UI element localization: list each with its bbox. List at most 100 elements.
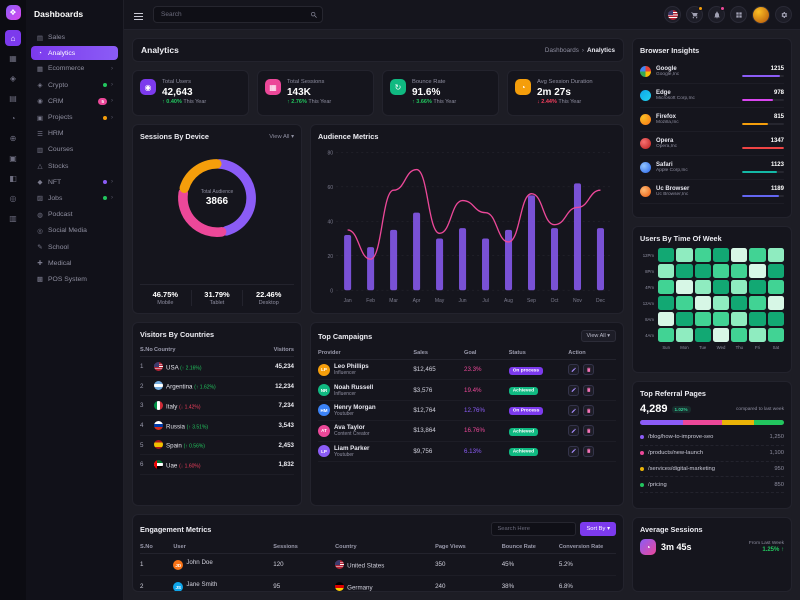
campaign-goal: 19.4% [464, 386, 482, 394]
sort-by-button[interactable]: Sort By ▾ [580, 522, 616, 536]
sidebar-item-stocks[interactable]: △ Stocks [31, 159, 118, 174]
apps-grid-button[interactable] [730, 6, 747, 23]
delete-button[interactable] [583, 384, 595, 396]
calendar-icon[interactable]: ▣ [5, 150, 21, 166]
browser-value: 1123 [770, 162, 784, 168]
referral-path[interactable]: /blog/how-to-improve-seo [648, 434, 714, 441]
status-badge: Achieved [508, 427, 539, 436]
sidebar-item-ecommerce[interactable]: ▦ Ecommerce › [31, 61, 118, 76]
campaign-sales: $9,756 [413, 441, 465, 462]
country-flag-button[interactable] [664, 6, 681, 23]
sidebar-item-label: Courses [48, 146, 74, 154]
sidebar-item-medical[interactable]: ✚ Medical [31, 256, 118, 271]
edit-button[interactable] [568, 404, 580, 416]
view-all-button[interactable]: View All ▾ [580, 330, 616, 342]
delete-button[interactable] [583, 445, 595, 457]
search-icon[interactable] [310, 11, 318, 21]
legend-dot-icon [640, 482, 644, 487]
legend-dot-icon [640, 466, 644, 471]
breadcrumb-parent[interactable]: Dashboards [544, 46, 579, 54]
user-avatar[interactable] [752, 5, 770, 24]
country-flag-icon [335, 581, 345, 591]
notifications-button[interactable] [708, 6, 725, 23]
wallet-icon[interactable]: ▥ [5, 210, 21, 226]
search-input[interactable] [153, 6, 323, 23]
sidebar-item-social-media[interactable]: ◎ Social Media [31, 223, 118, 238]
sidebar-item-pos-system[interactable]: ▩ POS System [31, 272, 118, 287]
audience-metrics-card: Audience Metrics 0 20 40 60 80 Jan Feb Mar Apr Ma… [310, 124, 624, 314]
edit-button[interactable] [568, 364, 580, 376]
sidebar-item-badge [109, 277, 113, 281]
card-title: Average Sessions [640, 525, 703, 534]
sidebar-item-icon: ◎ [37, 227, 43, 235]
heatmap-cell [658, 328, 675, 342]
sidebar-item-school[interactable]: ✎ School [31, 239, 118, 254]
delete-button[interactable] [583, 404, 595, 416]
referral-path[interactable]: /pricing [648, 481, 667, 488]
country-row: 5 Spain (↑ 0.56%) 2,453 [140, 435, 294, 456]
heatmap-cell [712, 280, 730, 294]
sidebar-item-projects[interactable]: ▣ Projects › [31, 110, 118, 125]
cart-button[interactable] [686, 6, 703, 23]
clock-icon: ◔ [640, 539, 656, 555]
heatmap-cell [658, 296, 675, 310]
sidebar-item-sales[interactable]: ▤ Sales [31, 30, 118, 45]
sidebar-item-jobs[interactable]: ▨ Jobs › [31, 191, 118, 206]
sidebar-item-crm[interactable]: ◉ CRM 5 › [31, 94, 118, 109]
svg-text:20: 20 [328, 254, 334, 260]
home-icon[interactable]: ⌂ [5, 30, 21, 46]
heatmap-cell [767, 248, 784, 262]
delete-button[interactable] [583, 364, 595, 376]
stat-label: Bounce Rate [412, 79, 446, 85]
sidebar-item-badge [109, 51, 113, 55]
edit-button[interactable] [568, 384, 580, 396]
menu-toggle-button[interactable] [132, 9, 145, 20]
charts-icon[interactable]: ◔ [5, 110, 21, 126]
referral-bar-segment [754, 420, 784, 425]
brand-name[interactable]: Dashboards [34, 9, 84, 19]
heatmap-cell [694, 328, 711, 342]
delete-button[interactable] [583, 425, 595, 437]
sidebar-item-podcast[interactable]: ◍ Podcast [31, 207, 118, 222]
country-row: 3 Italy (↓ 1.42%) 7,234 [140, 395, 294, 417]
maps-icon[interactable]: ⊕ [5, 130, 21, 146]
sidebar-item-icon: ☰ [37, 130, 43, 138]
engagement-row: 2 JS Jane Smith 95 Germany 240 38% 6.8% [140, 575, 616, 591]
sidebar-item-icon: ◉ [37, 98, 43, 106]
edit-button[interactable] [568, 445, 580, 457]
status-badge: On Process [508, 407, 544, 416]
settings-button[interactable] [775, 6, 792, 23]
sidebar-item-analytics[interactable]: ◔ Analytics [31, 46, 118, 61]
sidebar-item-courses[interactable]: ▥ Courses [31, 142, 118, 157]
sidebar-item-hrm[interactable]: ☰ HRM [31, 126, 118, 141]
edit-button[interactable] [568, 425, 580, 437]
heatmap-cell [767, 296, 784, 310]
table-search-input[interactable] [491, 522, 577, 536]
layers-icon[interactable]: ◧ [5, 170, 21, 186]
svg-text:Mar: Mar [389, 298, 398, 304]
heatmap-cell [712, 296, 730, 310]
components-icon[interactable]: ◈ [5, 70, 21, 86]
user-sessions: 95 [273, 575, 336, 591]
analytics-icon[interactable]: ◎ [5, 190, 21, 206]
svg-text:Dec: Dec [596, 298, 605, 304]
apps-icon[interactable]: ▦ [5, 50, 21, 66]
sidebar-item-badge [103, 180, 107, 185]
card-title: Audience Metrics [318, 132, 379, 141]
heatmap-cell [676, 248, 693, 262]
sidebar-item-crypto[interactable]: ◈ Crypto › [31, 78, 118, 93]
country-flag-icon [154, 400, 163, 410]
view-all-dropdown[interactable]: View All ▾ [269, 133, 294, 140]
top-campaigns-card: Top Campaigns View All ▾ Provider Sales … [310, 322, 624, 506]
sidebar-item-nft[interactable]: ◆ NFT › [31, 175, 118, 190]
browser-value: 1189 [770, 186, 784, 192]
sidebar-item-label: HRM [48, 130, 64, 138]
referral-path[interactable]: /services/digital-marketing [648, 465, 716, 472]
sidebar-item-badge [103, 83, 107, 88]
audience-metrics-chart: 0 20 40 60 80 Jan Feb Mar Apr May Jun Jul Aug Sep Oct N… [328, 150, 612, 304]
referral-value: 1,250 [769, 434, 784, 441]
pages-icon[interactable]: ▤ [5, 90, 21, 106]
referral-path[interactable]: /products/new-launch [648, 450, 704, 457]
brand-logo[interactable]: ❖ [5, 5, 21, 20]
user-sessions: 120 [273, 553, 336, 576]
